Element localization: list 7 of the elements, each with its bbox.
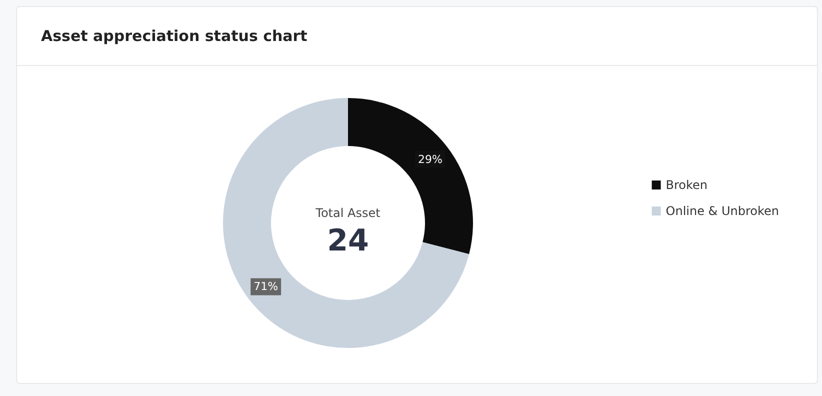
- legend-label: Broken: [666, 178, 708, 192]
- data-label: 71%: [254, 280, 278, 294]
- legend-label: Online & Unbroken: [666, 204, 780, 218]
- chart-title: Asset appreciation status chart: [41, 27, 308, 45]
- data-label: 29%: [418, 152, 442, 166]
- text: 24: [327, 224, 369, 258]
- text: Total Asset: [314, 206, 381, 220]
